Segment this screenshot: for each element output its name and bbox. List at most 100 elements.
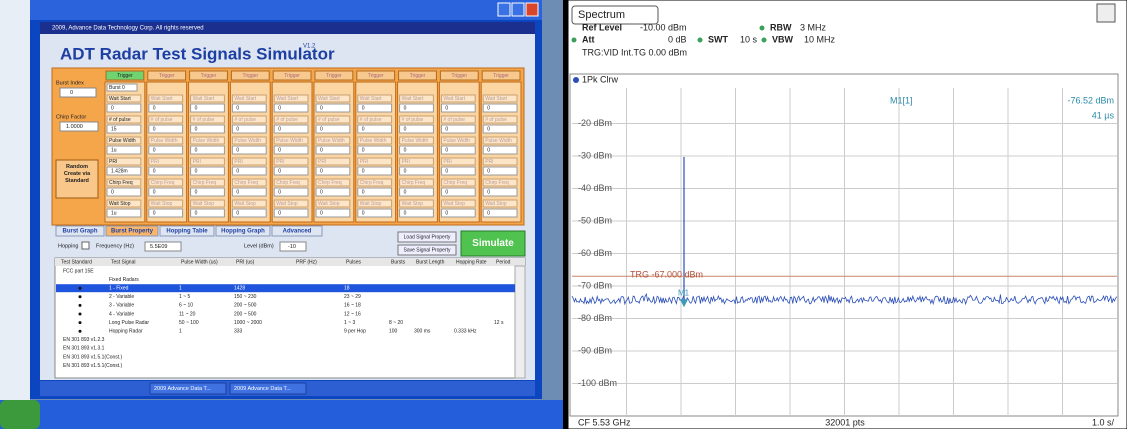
table-header-cell: Test Signal: [111, 259, 135, 265]
close-button[interactable]: [526, 3, 538, 16]
field-value: 0: [320, 126, 323, 132]
table-header-cell: Test Standard: [61, 259, 92, 265]
table-cell: 1: [179, 329, 182, 335]
status-dot: [572, 38, 577, 43]
y-tick-label: -40 dBm: [578, 183, 612, 193]
table-cell: 23 ~ 29: [344, 294, 361, 300]
field-value: 0: [487, 126, 490, 132]
trigger-tab-label: Trigger: [326, 73, 342, 79]
field-label: Wait Start: [360, 96, 382, 102]
field-value: 0: [195, 210, 198, 216]
table-cell: 16 ~ 18: [344, 303, 361, 309]
field-label: Wait Start: [443, 96, 465, 102]
level-label: Level (dBm): [244, 243, 274, 249]
field-value: 0: [153, 126, 156, 132]
chirp-factor-value: 1.0000: [66, 124, 83, 130]
table-cell: 200 ~ 500: [234, 311, 257, 317]
field-label: Pulse Width: [318, 138, 345, 144]
field-label: PRI: [276, 159, 284, 165]
field-value: 0: [278, 210, 281, 216]
table-cell: 1 - Fixed: [109, 286, 129, 292]
table-cell: 4 - Variable: [109, 311, 134, 317]
field-label: Wait Stop: [109, 201, 131, 207]
table-cell: 300 ms: [414, 329, 431, 335]
field-value: 0: [362, 147, 365, 153]
marker-x: 41 µs: [1092, 110, 1115, 120]
menu-icon[interactable]: [1097, 4, 1115, 22]
field-label: Wait Start: [485, 96, 507, 102]
maximize-button[interactable]: [512, 3, 524, 16]
field-label: Pulse Width: [234, 138, 261, 144]
field-value: 0: [236, 147, 239, 153]
field-label: PRI: [151, 159, 159, 165]
field-label: # of pulse: [109, 117, 131, 123]
field-value: 0: [362, 210, 365, 216]
field-label: Pulse Width: [360, 138, 387, 144]
field-label: Chirp Freq: [485, 180, 509, 186]
field-label: Wait Start: [193, 96, 215, 102]
field-value: 0: [404, 189, 407, 195]
field-value: 0: [445, 210, 448, 216]
scrollbar[interactable]: [515, 266, 525, 378]
table-cell: EN 301 893 v1.3.1: [63, 346, 105, 352]
field-label: PRI: [193, 159, 201, 165]
center-frequency: CF 5.53 GHz: [578, 417, 631, 427]
field-value: 0: [111, 105, 114, 111]
field-value: 0: [404, 168, 407, 174]
hopping-checkbox[interactable]: [82, 242, 89, 249]
field-value: 0: [320, 105, 323, 111]
field-label: Wait Stop: [318, 201, 340, 207]
field-value: 0: [320, 147, 323, 153]
field-label: # of pulse: [151, 117, 173, 123]
trigger-tab-label: Trigger: [201, 73, 217, 79]
field-label: Pulse Width: [151, 138, 178, 144]
table-cell: 1000 ~ 2000: [234, 320, 262, 326]
trigger-tab-label: Trigger: [117, 73, 133, 79]
table-cell: Hopping Radar: [109, 329, 143, 335]
field-label: Wait Stop: [402, 201, 424, 207]
field-label: # of pulse: [402, 117, 424, 123]
field-label: Pulse Width: [443, 138, 470, 144]
field-value: 0: [487, 168, 490, 174]
frequency-value: 5.5E09: [150, 244, 167, 250]
marker-readout-name: M1[1]: [890, 95, 913, 105]
field-label: Pulse Width: [109, 138, 136, 144]
table-cell: 9 per Hop: [344, 329, 366, 335]
table-cell: 12 ~ 16: [344, 311, 361, 317]
field-value: 0: [487, 210, 490, 216]
minimize-button[interactable]: [498, 3, 510, 16]
random-button-label: Random Create via Standard: [57, 164, 97, 196]
table-header-cell: Bursts: [391, 259, 406, 265]
field-label: PRI: [234, 159, 242, 165]
table-cell: 11 ~ 20: [179, 311, 196, 317]
field-label: Wait Stop: [234, 201, 256, 207]
field-label: Chirp Freq: [193, 180, 217, 186]
field-value: 0: [487, 147, 490, 153]
trigger-label: TRG -67.000 dBm: [630, 270, 703, 280]
table-cell: Long Pulse Radar: [109, 320, 149, 326]
tree-node: [79, 330, 82, 333]
table-cell: 1 ~ 3: [344, 320, 355, 326]
field-value: 0: [153, 147, 156, 153]
burst-index-field[interactable]: [60, 88, 96, 97]
field-label: # of pulse: [485, 117, 507, 123]
y-tick-label: -50 dBm: [578, 215, 612, 225]
field-label: Chirp Freq: [109, 180, 133, 186]
field-value: 0: [278, 168, 281, 174]
field-value: 0: [278, 189, 281, 195]
table-header-cell: PRF (Hz): [296, 259, 317, 265]
marker-value: -76.52 dBm: [1067, 95, 1114, 105]
field-value: 0: [236, 126, 239, 132]
field-label: # of pulse: [443, 117, 465, 123]
field-value: 0: [111, 189, 114, 195]
att-label: Att: [582, 34, 595, 44]
field-label: PRI: [360, 159, 368, 165]
field-label: # of pulse: [318, 117, 340, 123]
field-value: 0: [236, 168, 239, 174]
field-value: 0: [404, 210, 407, 216]
table-header-cell: Period: [496, 259, 511, 265]
field-value: 0: [487, 189, 490, 195]
att: 0 dB: [668, 34, 687, 44]
tab-label: Hopping Graph: [221, 229, 265, 235]
start-button[interactable]: [0, 400, 40, 429]
